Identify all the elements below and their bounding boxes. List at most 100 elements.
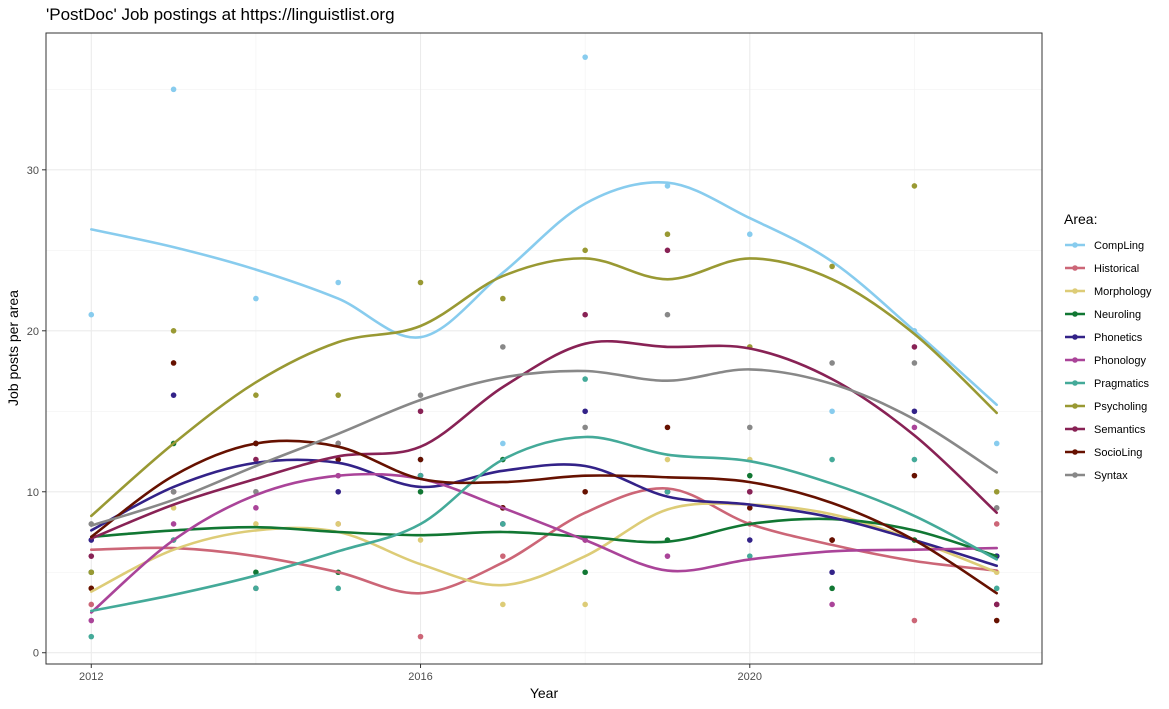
data-point-compling: [88, 311, 95, 318]
y-tick-label: 10: [27, 487, 39, 499]
data-point-socioling: [746, 505, 753, 511]
data-point-historical: [993, 521, 1000, 527]
data-point-socioling: [993, 617, 1000, 624]
data-point-pragmatics: [993, 585, 1000, 592]
y-tick-label: 20: [27, 326, 39, 338]
data-point-neuroling: [746, 472, 753, 479]
y-tick-label: 0: [33, 648, 39, 660]
data-point-semantics: [582, 311, 588, 318]
data-point-psycholing: [664, 231, 671, 238]
data-point-semantics: [253, 456, 259, 463]
x-tick-label: 2020: [738, 671, 762, 683]
data-point-pragmatics: [253, 585, 259, 592]
data-point-phonetics: [746, 537, 753, 543]
data-point-psycholing: [993, 488, 1000, 495]
panel-border: [45, 32, 1043, 665]
legend-label: Neuroling: [1094, 309, 1141, 321]
data-point-pragmatics: [911, 456, 918, 463]
legend-key-point: [1072, 334, 1078, 340]
trend-line-pragmatics: [90, 435, 998, 613]
data-point-phonology: [253, 505, 259, 511]
legend-item-socioling: SocioLing: [1065, 447, 1142, 459]
data-point-compling: [335, 279, 342, 286]
legend-item-compling: CompLing: [1065, 240, 1144, 252]
data-point-compling: [664, 183, 671, 189]
data-point-socioling: [335, 456, 342, 463]
data-point-neuroling: [829, 585, 835, 592]
data-point-phonetics: [829, 569, 835, 576]
data-point-pragmatics: [335, 585, 342, 592]
legend-key-point: [1072, 242, 1078, 248]
data-point-morphology: [335, 521, 342, 527]
data-point-compling: [253, 295, 259, 302]
data-point-pragmatics: [88, 633, 95, 640]
data-point-syntax: [335, 440, 342, 447]
data-point-pragmatics: [664, 488, 671, 495]
legend-key-point: [1072, 288, 1078, 294]
data-point-socioling: [170, 360, 177, 366]
trend-line-phonetics: [90, 458, 998, 568]
data-point-syntax: [829, 360, 835, 366]
data-point-pragmatics: [417, 472, 424, 479]
data-point-socioling: [664, 424, 671, 431]
data-point-psycholing: [911, 183, 918, 189]
data-point-neuroling: [582, 569, 588, 576]
data-point-syntax: [664, 311, 671, 318]
data-point-historical: [500, 553, 506, 559]
data-point-morphology: [417, 537, 424, 543]
data-point-socioling: [911, 472, 918, 479]
legend-label: Syntax: [1094, 470, 1128, 482]
legend-item-morphology: Morphology: [1065, 286, 1152, 298]
legend-key-point: [1072, 265, 1078, 271]
data-point-historical: [88, 601, 95, 608]
legend-key-point: [1072, 357, 1078, 363]
x-axis-ticks: 2012 2016 2020: [79, 664, 762, 683]
legend-key-point: [1072, 403, 1078, 409]
data-point-syntax: [417, 392, 424, 398]
legend-item-pragmatics: Pragmatics: [1065, 378, 1150, 390]
x-tick-label: 2016: [408, 671, 432, 683]
data-point-psycholing: [170, 327, 177, 334]
data-point-syntax: [500, 344, 506, 350]
data-point-socioling: [417, 456, 424, 463]
data-point-compling: [993, 440, 1000, 447]
data-point-semantics: [417, 408, 424, 415]
data-point-neuroling: [417, 488, 424, 495]
trend-line-syntax: [90, 368, 998, 527]
data-point-psycholing: [253, 392, 259, 398]
data-point-historical: [911, 617, 918, 624]
legend-item-phonetics: Phonetics: [1065, 332, 1143, 344]
legend-item-phonology: Phonology: [1065, 355, 1146, 367]
legend-key-point: [1072, 472, 1078, 478]
data-point-compling: [829, 408, 835, 415]
y-axis-title: Job posts per area: [5, 290, 21, 406]
data-point-morphology: [664, 456, 671, 463]
legend-key-point: [1072, 449, 1078, 455]
data-point-pragmatics: [500, 521, 506, 527]
legend-key-point: [1072, 426, 1078, 432]
trend-line-socioling: [90, 439, 998, 595]
legend-item-neuroling: Neuroling: [1065, 309, 1141, 321]
data-point-pragmatics: [746, 553, 753, 559]
data-point-psycholing: [829, 263, 835, 270]
trend-line-phonology: [90, 472, 998, 614]
x-tick-label: 2012: [79, 671, 103, 683]
data-point-psycholing: [582, 247, 588, 254]
legend-label: Psycholing: [1094, 401, 1147, 413]
legend-label: Phonology: [1094, 355, 1146, 367]
data-point-phonology: [88, 617, 95, 624]
data-point-morphology: [253, 521, 259, 527]
data-point-syntax: [911, 360, 918, 366]
legend-label: Semantics: [1094, 424, 1146, 436]
legend-label: Pragmatics: [1094, 378, 1150, 390]
legend-label: Morphology: [1094, 286, 1152, 298]
chart-title: 'PostDoc' Job postings at https://lingui…: [46, 5, 395, 24]
y-tick-label: 30: [27, 165, 39, 177]
legend-label: Historical: [1094, 263, 1139, 275]
legend-key-point: [1072, 380, 1078, 386]
legend-label: Phonetics: [1094, 332, 1143, 344]
legend-item-psycholing: Psycholing: [1065, 401, 1147, 413]
data-point-semantics: [88, 553, 95, 559]
legend-item-historical: Historical: [1065, 263, 1139, 275]
data-point-phonetics: [582, 408, 588, 415]
